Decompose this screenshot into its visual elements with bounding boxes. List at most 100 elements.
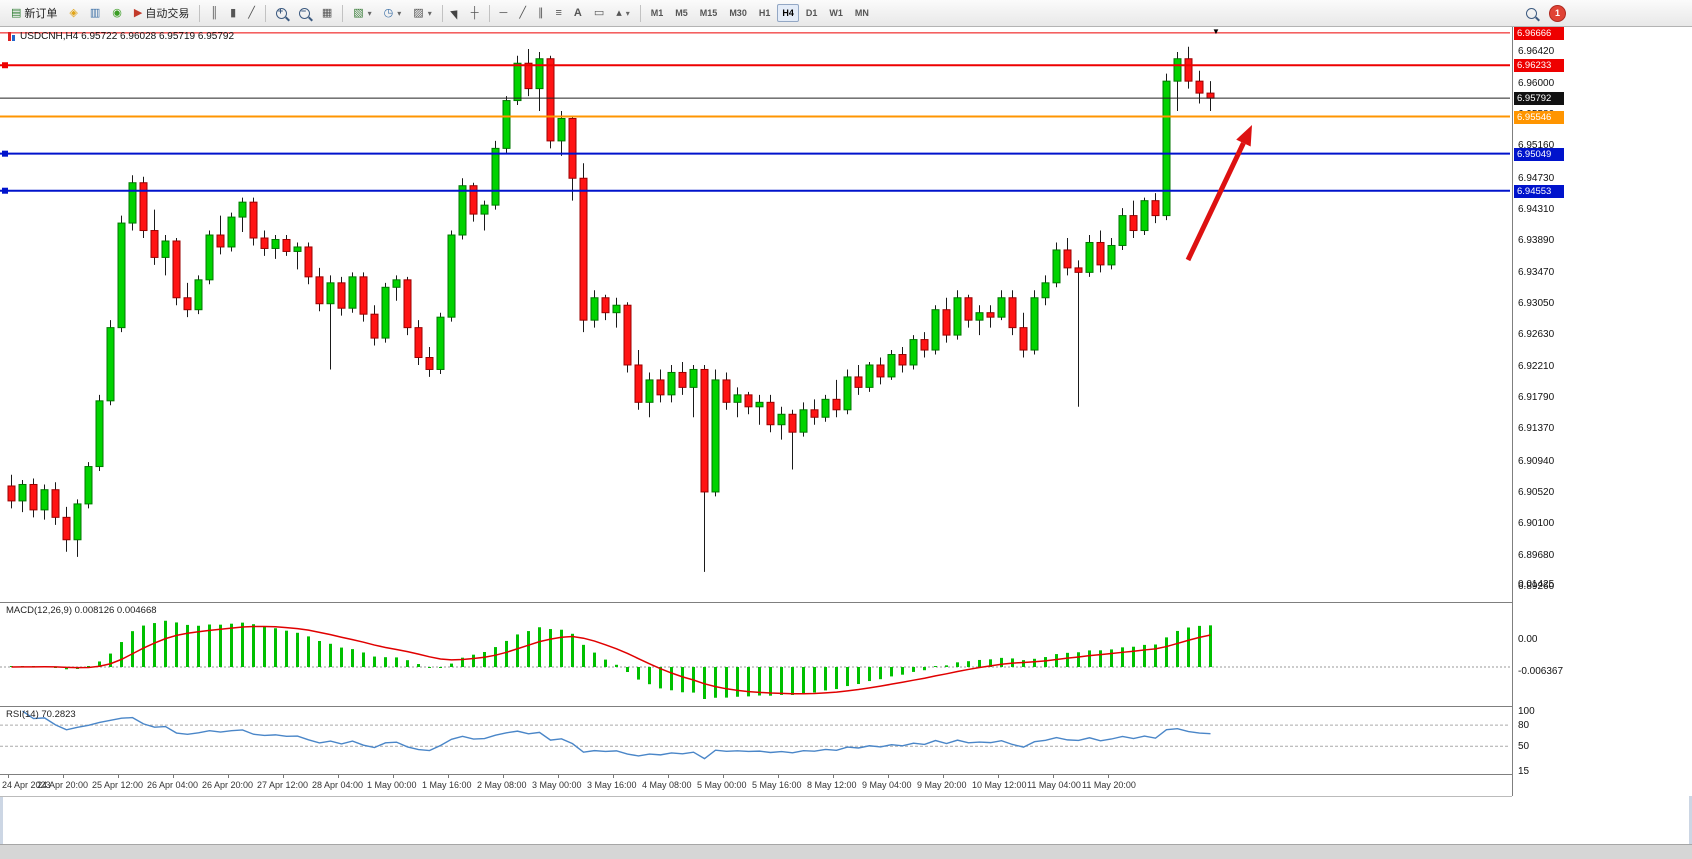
search-button[interactable] [1521, 2, 1542, 24]
time-axis-label: 25 Apr 12:00 [92, 780, 143, 790]
timeframe-h1[interactable]: H1 [754, 4, 776, 22]
dropdown-caret: ▾ [626, 9, 630, 18]
line-handle[interactable] [2, 188, 8, 194]
line-handle[interactable] [2, 151, 8, 157]
trendline-icon: ╱ [519, 8, 526, 19]
line-handle[interactable] [2, 62, 8, 68]
search-icon [1526, 8, 1537, 19]
notification-badge: 1 [1549, 5, 1566, 22]
price-tag: 6.95546 [1514, 111, 1564, 124]
tile-windows-icon: ▦ [322, 8, 332, 19]
attach-button[interactable]: ◉ [107, 2, 127, 24]
chart-title: USDCNH,H4 6.95722 6.96028 6.95719 6.9579… [8, 31, 234, 42]
candle-chart-button[interactable]: ▮ [225, 2, 241, 24]
bar-chart-button[interactable]: ║ [205, 2, 223, 24]
dropdown-caret: ▾ [368, 9, 372, 18]
text-label-tool-button[interactable]: ▭ [589, 2, 609, 24]
fibonacci-tool-button[interactable]: ≡ [550, 2, 566, 24]
dropdown-caret: ▾ [428, 9, 432, 18]
autotrading-button[interactable]: ▶ 自动交易 [129, 2, 194, 24]
price-axis-label: 6.91370 [1518, 423, 1554, 435]
time-tick [998, 775, 999, 778]
templates-button[interactable]: ▨▾ [408, 2, 436, 24]
zoom-out-button[interactable]: − [294, 2, 315, 24]
time-tick [613, 775, 614, 778]
price-axis-label: 6.92210 [1518, 361, 1554, 373]
annotation-arrow[interactable] [1188, 143, 1243, 260]
annotation-arrow-head[interactable] [1236, 125, 1252, 146]
trendline-tool-button[interactable]: ╱ [514, 2, 531, 24]
price-axis-label: 6.94310 [1518, 204, 1554, 216]
time-axis-label: 26 Apr 20:00 [202, 780, 253, 790]
rsi-axis-label: 15 [1518, 766, 1529, 778]
metaeditor-button[interactable]: ▥ [85, 2, 105, 24]
text-tool-button[interactable]: A [569, 2, 587, 24]
time-tick [778, 775, 779, 778]
price-axis[interactable]: 6.964206.960006.955806.951606.947306.943… [1512, 27, 1692, 796]
price-tag: 6.95049 [1514, 148, 1564, 161]
cycles-icon: ◷ [384, 8, 394, 19]
timeframe-m1[interactable]: M1 [646, 4, 669, 22]
time-tick [393, 775, 394, 778]
new-order-button[interactable]: ▤ 新订单 [6, 2, 62, 24]
rsi-panel: RSI(14) 70.2823 [0, 707, 1692, 775]
price-tag: 6.96233 [1514, 59, 1564, 72]
channel-tool-button[interactable]: ∥ [533, 2, 549, 24]
time-axis-label: 9 May 20:00 [917, 780, 967, 790]
timeframe-m15[interactable]: M15 [695, 4, 723, 22]
time-axis-label: 10 May 12:00 [972, 780, 1027, 790]
charts-button[interactable]: ◈ [64, 2, 82, 24]
toolbar-separator [442, 5, 443, 22]
time-axis-label: 24 Apr 20:00 [37, 780, 88, 790]
timeframe-h4[interactable]: H4 [777, 4, 799, 22]
main-toolbar: ▤ 新订单 ◈ ▥ ◉ ▶ 自动交易 ║ ▮ ╱ + − ▦ ▧▾ ◷▾ ▨▾ … [0, 0, 1692, 27]
timeframe-mn[interactable]: MN [850, 4, 874, 22]
price-axis-label: 6.96420 [1518, 46, 1554, 58]
crosshair-button[interactable]: ┼ [466, 2, 484, 24]
time-axis-label: 27 Apr 12:00 [257, 780, 308, 790]
chart-title-text: USDCNH,H4 6.95722 6.96028 6.95719 6.9579… [20, 31, 234, 42]
rsi-axis-label: 50 [1518, 741, 1529, 753]
tile-windows-button[interactable]: ▦ [317, 2, 337, 24]
price-tag: 6.95792 [1514, 92, 1564, 105]
timeframe-w1[interactable]: W1 [824, 4, 848, 22]
time-tick [1108, 775, 1109, 778]
time-tick [228, 775, 229, 778]
macd-canvas[interactable] [0, 603, 1510, 706]
price-axis-label: 6.90100 [1518, 518, 1554, 530]
text-icon: A [574, 8, 582, 19]
metaeditor-icon: ▥ [90, 8, 100, 19]
cursor-button[interactable] [448, 2, 464, 24]
notifications-button[interactable]: 1 [1544, 2, 1571, 24]
fibonacci-icon: ≡ [555, 8, 561, 19]
price-axis-label: 6.91790 [1518, 392, 1554, 404]
time-tick [723, 775, 724, 778]
shapes-tool-button[interactable]: ▴▾ [611, 2, 635, 24]
price-axis-label: 6.94730 [1518, 173, 1554, 185]
autotrading-icon: ▶ [134, 8, 142, 19]
zoom-in-icon: + [276, 8, 287, 19]
timeframe-d1[interactable]: D1 [801, 4, 823, 22]
chart-shift-marker[interactable]: ▼ [1212, 27, 1220, 36]
rsi-canvas[interactable] [0, 707, 1510, 774]
candle-chart-icon: ▮ [230, 8, 236, 19]
hline-tool-button[interactable]: ─ [495, 2, 513, 24]
time-tick [338, 775, 339, 778]
time-tick [833, 775, 834, 778]
cursor-icon [450, 7, 462, 19]
time-axis-label: 9 May 04:00 [862, 780, 912, 790]
line-chart-button[interactable]: ╱ [243, 2, 260, 24]
macd-signal-line [12, 626, 1211, 693]
shapes-icon: ▴ [616, 8, 622, 19]
price-axis-label: 6.90520 [1518, 487, 1554, 499]
zoom-in-button[interactable]: + [271, 2, 292, 24]
cycles-button[interactable]: ◷▾ [379, 2, 407, 24]
timeframe-m30[interactable]: M30 [724, 4, 752, 22]
text-label-icon: ▭ [594, 8, 604, 19]
time-axis-label: 2 May 08:00 [477, 780, 527, 790]
timeframe-m5[interactable]: M5 [670, 4, 693, 22]
new-chart-icon: ▧ [353, 8, 363, 19]
main-chart-canvas[interactable] [0, 27, 1510, 601]
new-chart-button[interactable]: ▧▾ [348, 2, 376, 24]
